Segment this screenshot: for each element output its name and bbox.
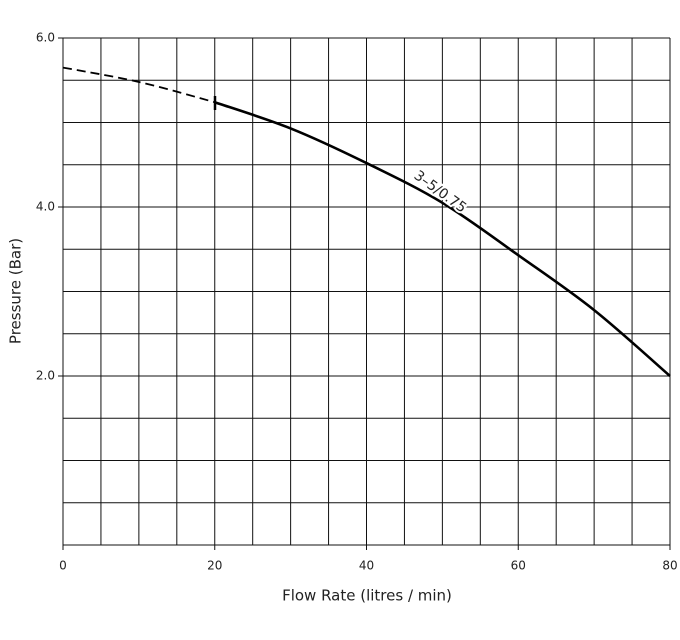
curve-annotation: 3–5/0.75: [411, 168, 470, 217]
y-tick-label: 2.0: [36, 369, 55, 383]
x-tick-label: 0: [59, 559, 67, 573]
x-axis-title: Flow Rate (litres / min): [282, 587, 452, 605]
y-tick-label: 6.0: [36, 31, 55, 45]
y-tick-label: 4.0: [36, 200, 55, 214]
x-tick-label: 60: [511, 559, 526, 573]
curve: [62, 66, 215, 104]
x-tick-label: 80: [662, 559, 677, 573]
x-tick-label: 20: [207, 559, 222, 573]
curve: [214, 100, 671, 377]
y-axis-title: Pressure (Bar): [7, 238, 25, 344]
x-tick-label: 40: [359, 559, 374, 573]
